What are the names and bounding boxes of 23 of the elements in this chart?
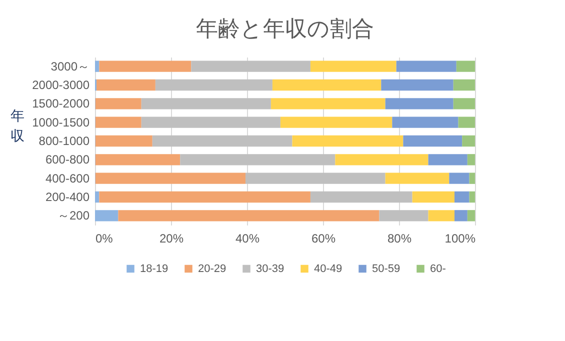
legend-label: 50-59 — [372, 262, 400, 275]
y-tick-label: 800-1000 — [38, 134, 90, 148]
y-axis-title: 年収 — [10, 108, 24, 144]
legend-label: 18-19 — [140, 262, 168, 275]
legend-label: 20-29 — [198, 262, 226, 275]
x-tick-label: 40% — [235, 232, 260, 246]
chart-title: 年齢と年収の割合 — [196, 16, 374, 41]
x-tick-label: 20% — [159, 232, 184, 246]
y-tick-label: 600-800 — [45, 152, 90, 167]
legend-label: 30-39 — [256, 262, 284, 275]
y-tick-label: 3000～ — [50, 59, 90, 74]
y-tick-label: 1500-2000 — [32, 96, 90, 111]
y-tick-label: 200-400 — [45, 190, 90, 204]
y-tick-label: 400-600 — [45, 171, 90, 186]
y-tick-label: ～200 — [57, 208, 90, 223]
legend-label: 60- — [430, 262, 446, 275]
legend-label: 40-49 — [314, 262, 342, 275]
y-tick-label: 1000-1500 — [32, 115, 90, 130]
x-tick-label: 0% — [96, 232, 114, 246]
y-tick-label: 2000-3000 — [32, 78, 90, 92]
x-tick-label: 80% — [387, 232, 412, 246]
x-tick-label: 60% — [311, 232, 336, 246]
x-tick-label: 100% — [444, 232, 476, 246]
